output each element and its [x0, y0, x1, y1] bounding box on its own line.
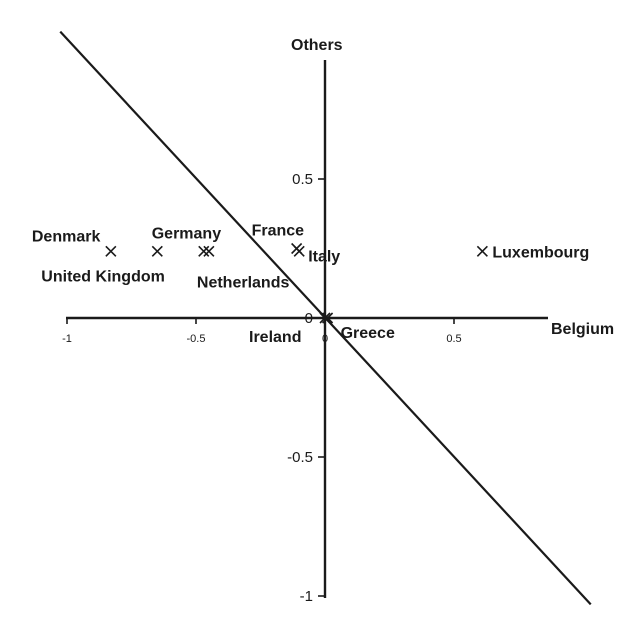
- point-label: Greece: [341, 325, 395, 342]
- point-stroke: [198, 245, 210, 257]
- y-tick-label: -0.5: [287, 449, 313, 466]
- point-stroke: [322, 312, 334, 324]
- point-label: United Kingdom: [41, 268, 165, 285]
- x-tick-label: -1: [62, 333, 72, 345]
- y-tick-label: 0: [305, 310, 313, 327]
- point-label: France: [252, 223, 305, 240]
- x-tick-label: -0.5: [187, 333, 206, 345]
- point-stroke: [293, 245, 305, 257]
- point-label: Netherlands: [197, 274, 290, 291]
- x-axis-title: Belgium: [551, 321, 614, 338]
- y-tick-label: 0.5: [292, 171, 313, 188]
- point-label: Denmark: [32, 228, 101, 245]
- data-point: [319, 312, 331, 324]
- data-points: [105, 242, 488, 324]
- point-stroke: [476, 245, 488, 257]
- point-stroke: [105, 245, 117, 257]
- point-stroke: [319, 312, 331, 324]
- data-point: [322, 312, 334, 324]
- point-label: Italy: [308, 248, 340, 265]
- data-point: [293, 245, 305, 257]
- data-point: [198, 245, 210, 257]
- point-stroke: [151, 245, 163, 257]
- x-tick-label: 0.5: [446, 333, 461, 345]
- y-tick-label: -1: [300, 588, 313, 605]
- point-label: Germany: [152, 225, 221, 242]
- ticks: -1 -0.5 0 0.5 -1 -0.5 0 0.5: [62, 171, 462, 605]
- point-label: Luxembourg: [492, 244, 589, 261]
- data-point: [151, 245, 163, 257]
- x-tick-label: 0: [322, 333, 328, 345]
- y-axis-title: Others: [291, 37, 343, 54]
- data-point: [105, 245, 117, 257]
- data-point: [203, 245, 215, 257]
- point-label: Ireland: [249, 329, 301, 346]
- data-point: [476, 245, 488, 257]
- point-stroke: [203, 245, 215, 257]
- point-labels: Denmark United Kingdom Germany Netherlands F…: [32, 223, 589, 347]
